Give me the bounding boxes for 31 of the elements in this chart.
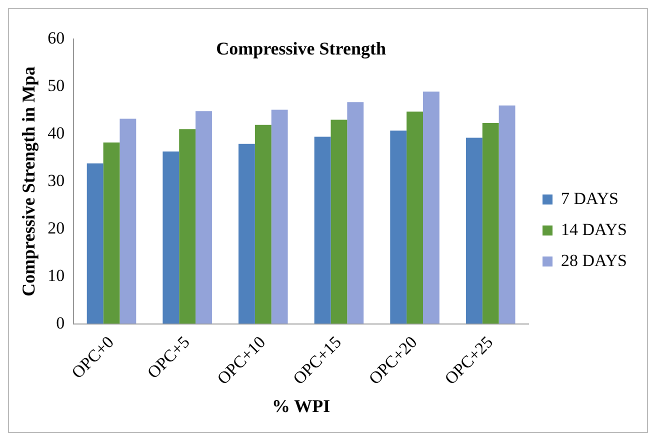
- bar: [103, 142, 120, 324]
- y-axis-title: Compressive Strength in Mpa: [18, 66, 38, 296]
- bar: [254, 124, 272, 324]
- bar: [390, 130, 407, 324]
- bar: [120, 118, 136, 324]
- bar: [423, 92, 440, 324]
- bar: [498, 105, 516, 324]
- legend-label: 14 DAYS: [561, 220, 628, 239]
- legend-label: 7 DAYS: [561, 188, 619, 208]
- legend-label: 28 DAYS: [561, 250, 628, 270]
- bar: [196, 111, 212, 324]
- bar: [271, 110, 288, 324]
- bar: [406, 112, 424, 324]
- chart-title: Compressive Strength: [216, 38, 386, 59]
- y-tick-label: 20: [48, 218, 65, 238]
- bar: [330, 120, 348, 324]
- y-tick-label: 30: [48, 170, 65, 190]
- bar: [179, 129, 196, 324]
- y-tick-label: 50: [48, 76, 65, 95]
- bar: [162, 151, 180, 324]
- bar: [466, 138, 482, 324]
- bar: [347, 102, 364, 324]
- y-tick-label: 40: [48, 123, 65, 142]
- bar: [86, 163, 104, 324]
- y-tick-label: 10: [48, 266, 65, 285]
- bar: [482, 123, 499, 324]
- y-tick-label: 0: [56, 313, 65, 332]
- x-axis-title: % WPI: [272, 396, 330, 416]
- bar: [314, 136, 331, 324]
- bar: [238, 144, 255, 324]
- y-tick-label: 60: [48, 28, 65, 48]
